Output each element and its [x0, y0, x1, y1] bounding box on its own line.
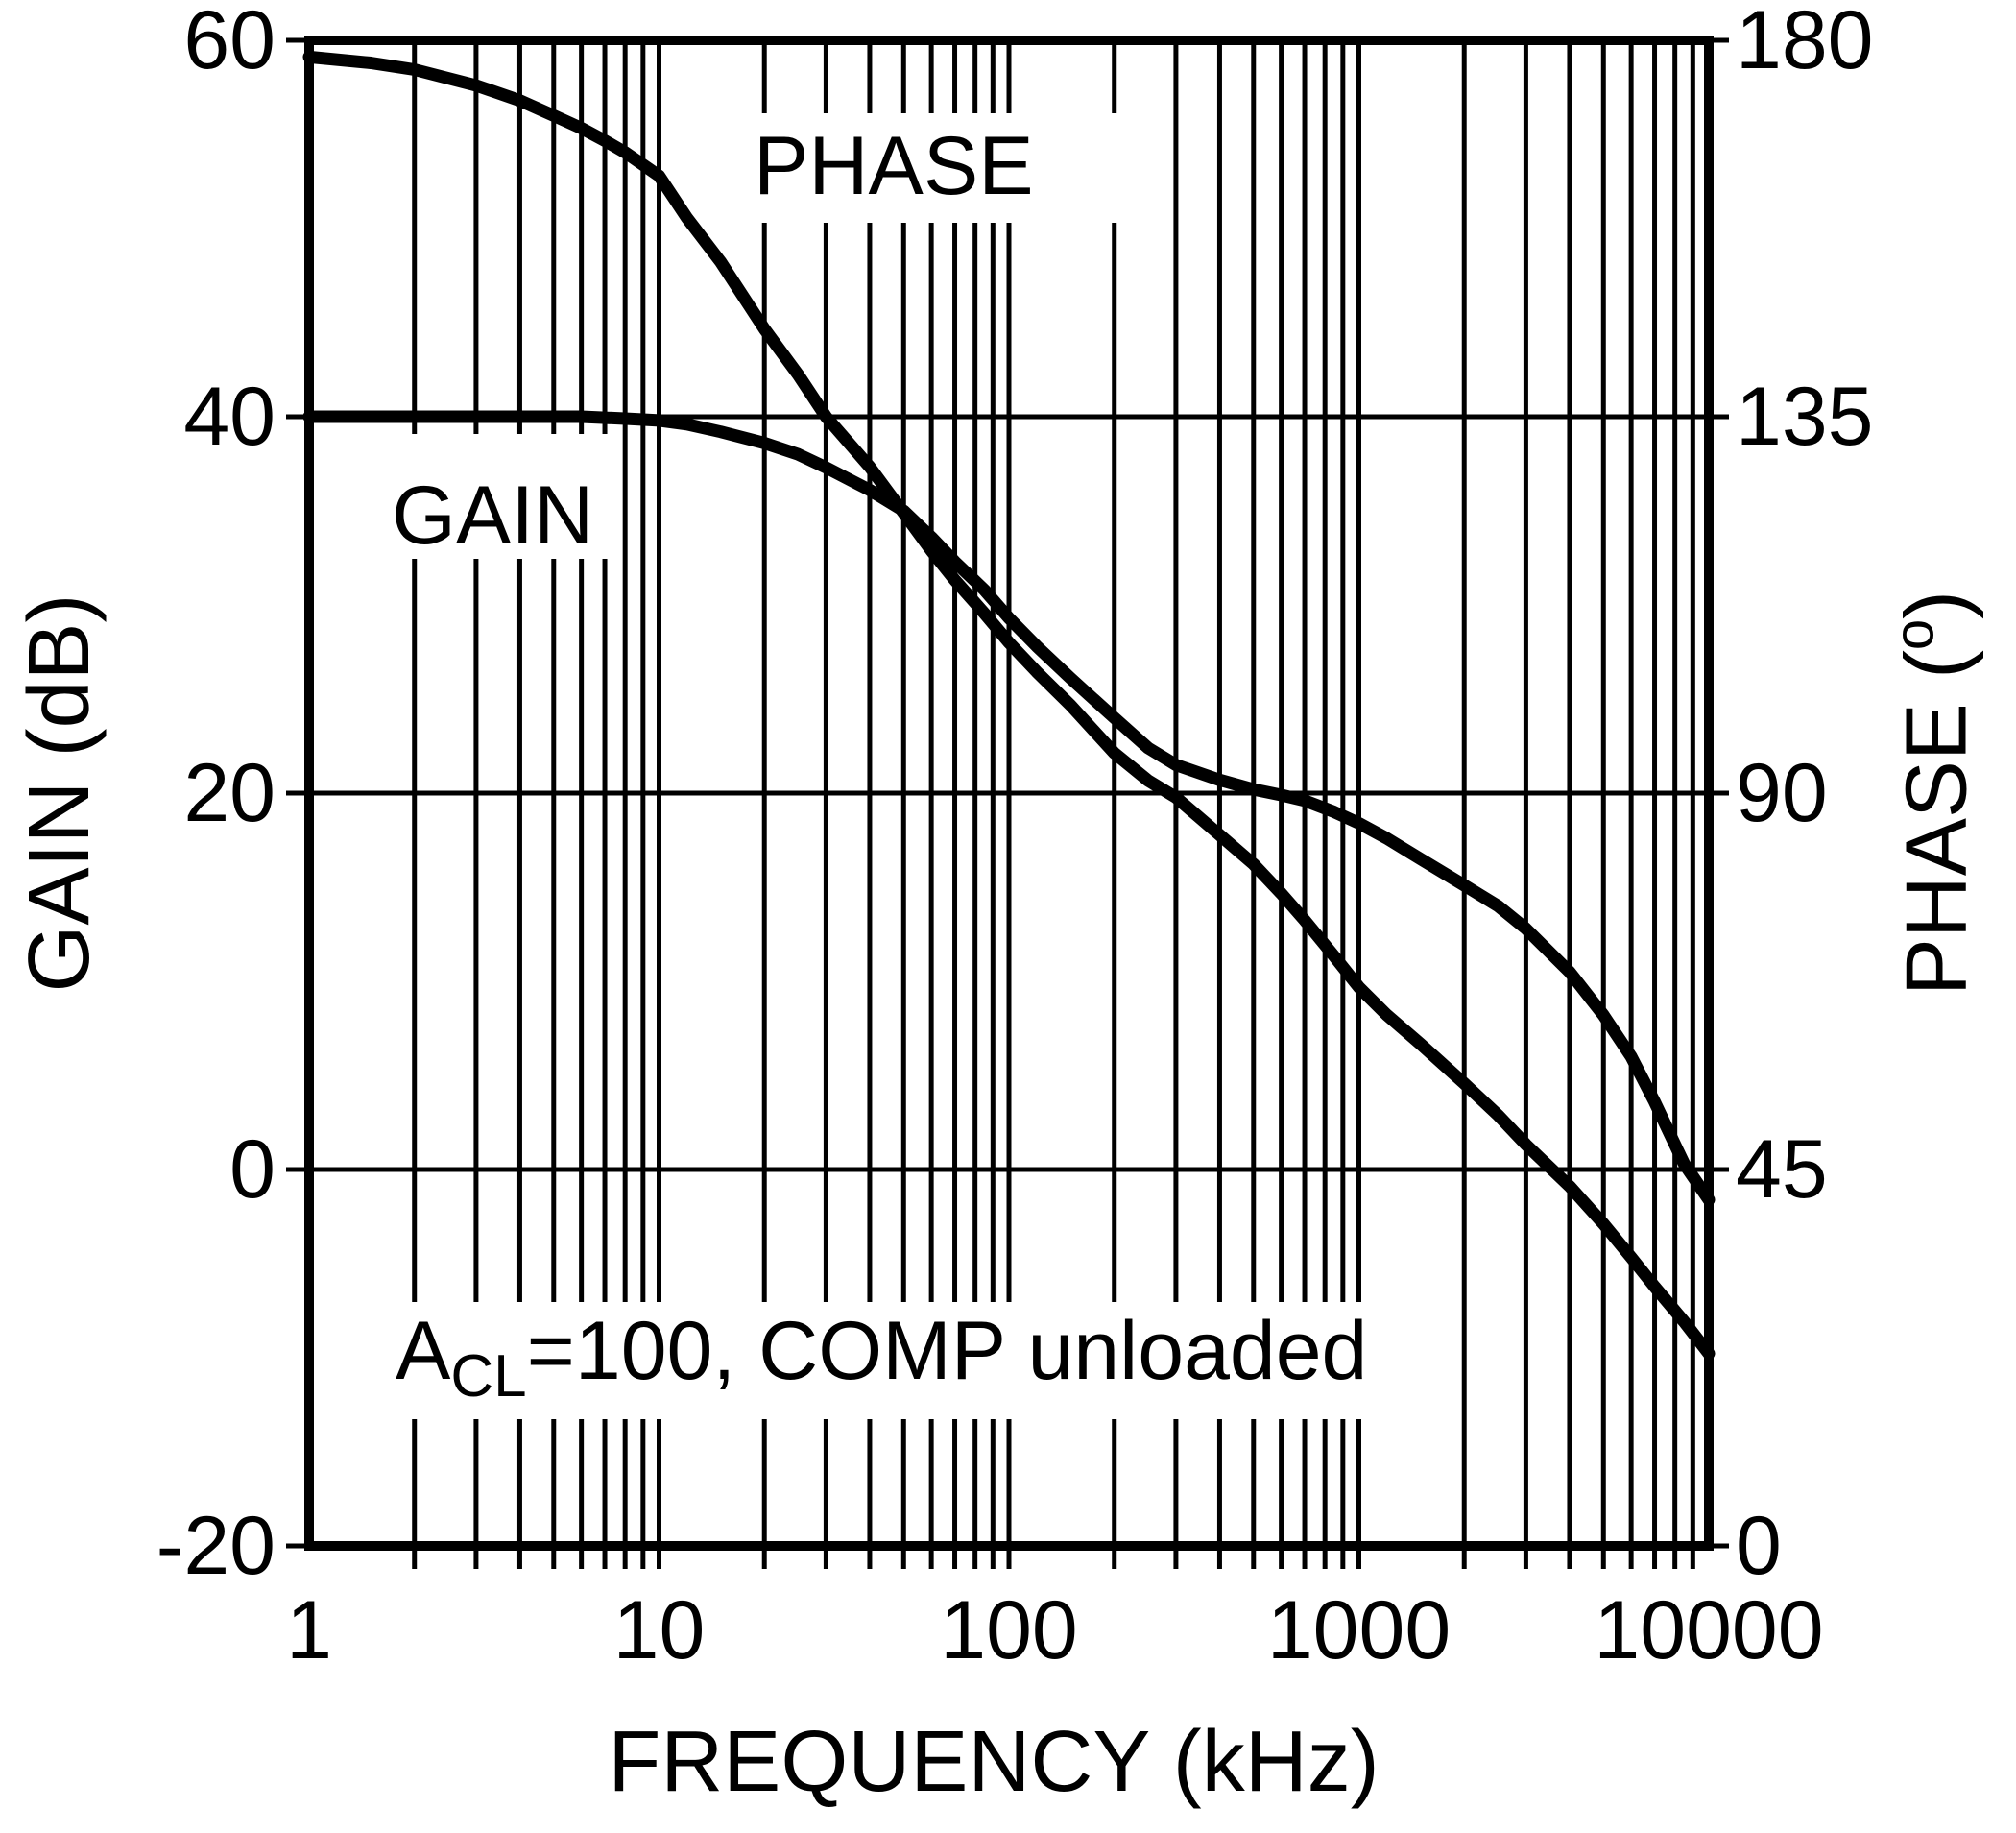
- annotation-mask: [377, 1302, 1363, 1419]
- plot-border: [304, 36, 1714, 1551]
- gain-curve: [302, 410, 1716, 1206]
- y-axis-title-right-close: ): [1888, 590, 1985, 619]
- condition-annotation: ACL=100, COMP unloaded: [396, 1310, 1367, 1407]
- frequency-tick-label: 100: [940, 1584, 1078, 1676]
- gain-tick-label: 60: [183, 0, 276, 86]
- phase-tick-label: 0: [1736, 1500, 1782, 1592]
- gain-curve-label: GAIN: [392, 470, 594, 562]
- frequency-tick-label: 10000: [1594, 1584, 1824, 1676]
- gain-tick-label: 0: [229, 1123, 276, 1216]
- x-axis-title-text: FREQUENCY (kHz): [608, 1714, 1380, 1810]
- frequency-tick-label: 10: [612, 1584, 706, 1676]
- phase-tick-label: 135: [1736, 371, 1874, 463]
- phase-tick-label: 45: [1736, 1123, 1828, 1216]
- phase-label-mask: [737, 113, 1121, 223]
- frequency-tick-label: 1000: [1266, 1584, 1452, 1676]
- phase-tick-label: 90: [1736, 747, 1828, 839]
- y-axis-title-right-text: PHASE (: [1888, 650, 1985, 997]
- x-axis-title: FREQUENCY (kHz): [608, 1719, 1379, 1805]
- gain-tick-label: -20: [156, 1500, 276, 1592]
- y-axis-title-right: PHASE (o): [1883, 591, 1985, 996]
- phase-tick-label: 180: [1736, 0, 1874, 86]
- annotation-symbol: A: [396, 1305, 451, 1397]
- gain-tick-label: 40: [183, 371, 276, 463]
- gain-tick-label: 20: [183, 747, 276, 839]
- annotation-condition-text: =100, COMP unloaded: [526, 1305, 1368, 1397]
- phase-curve: [302, 50, 1716, 1361]
- degree-symbol: o: [1883, 618, 1946, 651]
- phase-curve-label: PHASE: [754, 120, 1034, 212]
- gain-label-mask: [376, 434, 612, 559]
- annotation-subscript: CL: [450, 1343, 527, 1410]
- frequency-tick-label: 1: [286, 1584, 332, 1676]
